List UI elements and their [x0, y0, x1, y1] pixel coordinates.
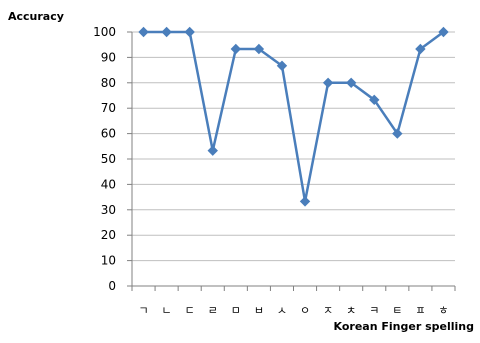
series-line — [143, 30, 445, 203]
data-point-marker — [161, 26, 172, 38]
series — [138, 26, 449, 207]
x-axis-title: Korean Finger spelling — [334, 320, 474, 333]
y-tick-label: 10 — [101, 254, 116, 268]
x-tick-label: ㅈ — [323, 304, 333, 317]
x-tick-label: ㅌ — [392, 304, 402, 317]
data-point-marker — [230, 43, 242, 55]
data-point-marker — [276, 60, 288, 71]
data-point-marker — [184, 26, 195, 38]
data-point-marker — [392, 128, 403, 139]
data-point-marker — [299, 196, 311, 207]
y-axis-title: Accuracy — [8, 10, 64, 23]
y-tick-labels: 0 10 20 30 40 50 60 70 80 90 100 — [93, 25, 116, 293]
y-tick-label: 40 — [101, 177, 116, 191]
y-tick-label: 50 — [101, 152, 116, 166]
axes — [127, 31, 456, 291]
y-tick-label: 90 — [101, 50, 116, 64]
x-tick-label: ㅅ — [277, 304, 287, 317]
data-point-marker — [415, 43, 426, 55]
data-point-marker — [253, 43, 265, 55]
data-point-marker — [438, 26, 449, 38]
y-tick-label: 20 — [101, 228, 116, 242]
x-tick-label: ㄱ — [138, 304, 148, 317]
x-tick-label: ㅋ — [369, 304, 379, 317]
x-tick-label: ㅂ — [254, 304, 264, 317]
x-tick-label: ㄹ — [208, 304, 218, 317]
data-point-marker — [345, 77, 357, 89]
x-tick-label: ㅍ — [415, 304, 425, 317]
gridlines — [132, 31, 455, 262]
y-tick-label: 60 — [101, 127, 116, 141]
data-point-marker — [138, 26, 149, 38]
x-tick-label: ㅎ — [438, 304, 448, 317]
x-tick-label: ㄴ — [162, 304, 172, 317]
y-tick-label: 80 — [101, 76, 116, 90]
x-tick-label: ㄷ — [185, 304, 195, 317]
x-tick-label: ㅇ — [300, 304, 310, 317]
data-point-marker — [207, 145, 218, 156]
data-point-marker — [369, 94, 380, 106]
y-tick-label: 70 — [101, 101, 116, 115]
y-tick-label: 100 — [93, 25, 116, 39]
x-tick-label: ㅁ — [231, 304, 241, 317]
y-tick-label: 30 — [101, 203, 116, 217]
data-point-marker — [322, 77, 334, 89]
y-tick-label: 0 — [108, 279, 116, 293]
x-tick-label: ㅊ — [346, 304, 356, 317]
